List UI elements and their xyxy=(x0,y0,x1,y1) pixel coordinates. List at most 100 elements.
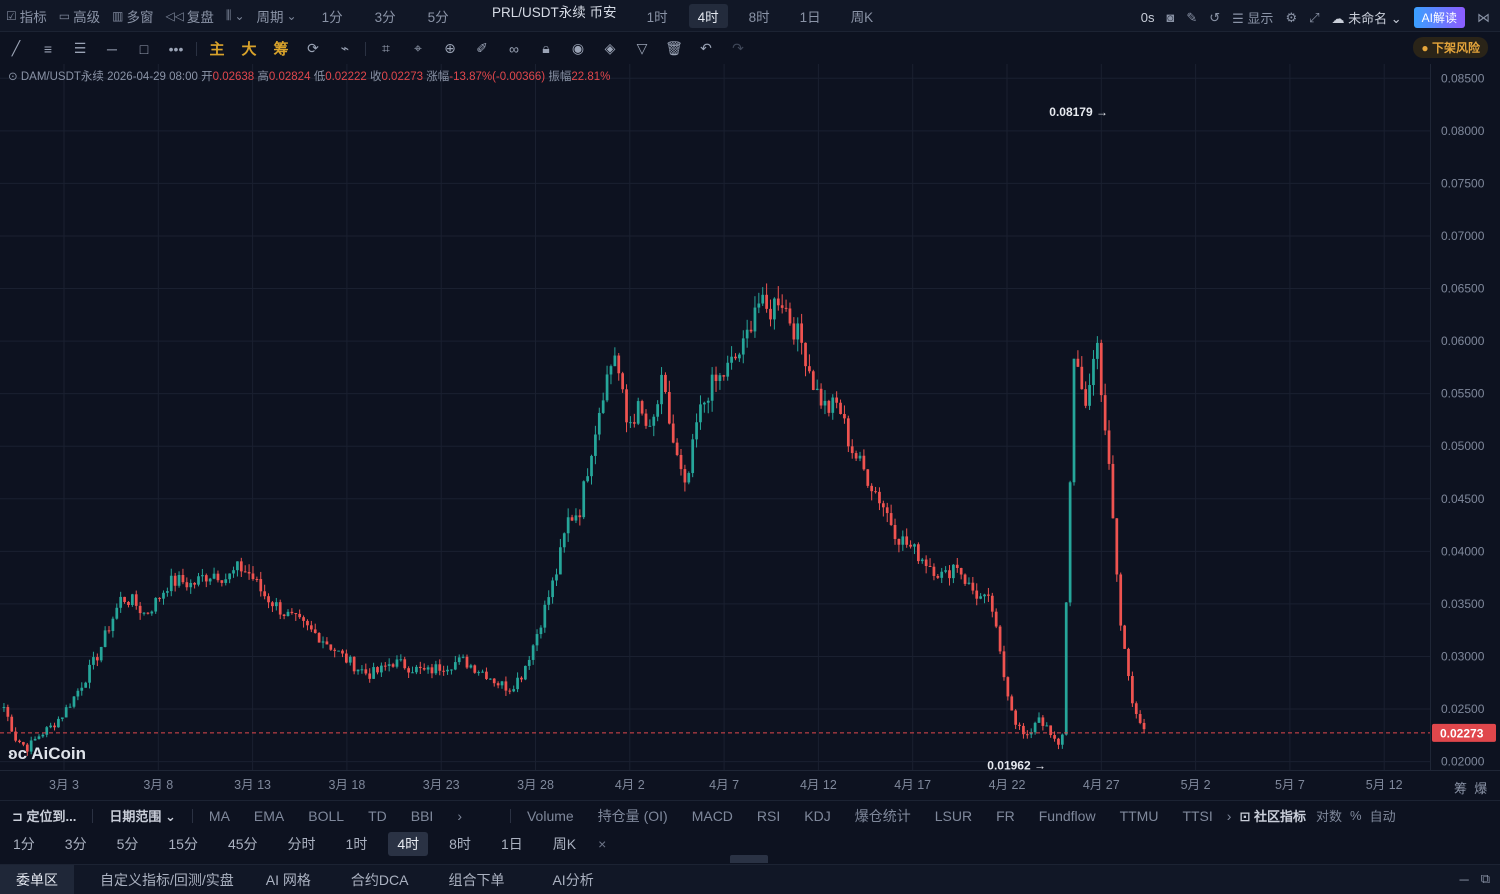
x-tick-label: 4月 7 xyxy=(709,778,739,792)
indicators-button[interactable]: ☑ 指标 xyxy=(6,8,47,25)
redo-icon[interactable]: ↷ xyxy=(732,40,744,56)
corner-liq-button[interactable]: 爆 xyxy=(1474,781,1488,796)
ind-rsi[interactable]: RSI xyxy=(756,807,781,824)
main-indicator-button[interactable]: 主 xyxy=(209,41,225,58)
tf-row-timeline[interactable]: 分时 xyxy=(287,836,316,852)
tf-1m[interactable]: 1分 xyxy=(321,9,343,25)
share-icon[interactable]: ⋈ xyxy=(1477,9,1490,25)
fib-tool-icon[interactable]: ☰ xyxy=(73,40,87,56)
locate-button[interactable]: ⊐ 定位到... xyxy=(12,809,77,824)
chevron-right-icon[interactable]: › xyxy=(1226,807,1232,824)
brush-icon[interactable]: ✐ xyxy=(476,40,488,56)
line-tool-icon[interactable]: ╱ xyxy=(11,40,21,56)
replay-button[interactable]: ◁◁ 复盘 xyxy=(165,8,214,25)
ind-bbi[interactable]: BBI xyxy=(410,807,434,824)
lock-icon[interactable]: 🔒︎ xyxy=(542,40,550,56)
delist-risk-badge[interactable]: ● 下架风险 xyxy=(1413,37,1488,58)
percent-scale-toggle[interactable]: % xyxy=(1350,808,1362,823)
parallel-tool-icon[interactable]: ≡ xyxy=(43,40,53,57)
display-button[interactable]: ☰ 显示 xyxy=(1232,11,1274,26)
camera-icon[interactable]: ◙ xyxy=(1166,10,1175,25)
chain-icon[interactable]: ∞ xyxy=(509,40,519,57)
tf-5m[interactable]: 5分 xyxy=(427,9,449,25)
community-indicators-button[interactable]: ⊡ 社区指标 xyxy=(1239,809,1307,824)
price-chart[interactable]: 0.08500 0.08000 0.07500 0.07000 0.06500 0.060… xyxy=(0,64,1500,800)
collapse-icon[interactable]: ⊙ xyxy=(8,71,18,83)
sync-icon[interactable]: ⟳ xyxy=(307,40,319,56)
tf-week[interactable]: 周K xyxy=(850,9,874,25)
ind-oi[interactable]: 持仓量 (OI) xyxy=(597,807,668,824)
tab-orders[interactable]: 委单区 xyxy=(0,864,74,894)
chevron-right-icon[interactable]: › xyxy=(457,807,462,824)
tab-ai-analysis[interactable]: AI分析 xyxy=(552,871,594,888)
pair-title[interactable]: PRL/USDT永续 币安 xyxy=(492,5,617,20)
more-tools-icon[interactable]: ••• xyxy=(168,40,184,57)
filter-icon[interactable]: ▽ xyxy=(636,40,648,56)
auto-scale-toggle[interactable]: 自动 xyxy=(1369,809,1396,824)
tf-row-5m[interactable]: 5分 xyxy=(116,836,139,852)
advanced-button[interactable]: ▭ 高级 xyxy=(58,8,101,25)
ind-kdj[interactable]: KDJ xyxy=(804,807,831,824)
pen-icon[interactable]: ✎ xyxy=(1186,9,1198,25)
tf-row-week[interactable]: 周K xyxy=(552,836,577,852)
chip-button[interactable]: 筹 xyxy=(273,41,289,58)
ind-ema[interactable]: EMA xyxy=(253,807,285,824)
tab-dca[interactable]: 合约DCA xyxy=(350,871,409,888)
layout-button[interactable]: ☁ 未命名 ⌄ xyxy=(1331,11,1402,26)
ind-fundflow[interactable]: Fundflow xyxy=(1038,807,1096,824)
multi-window-button[interactable]: ▥ 多窗 xyxy=(112,8,154,25)
date-range-dropdown[interactable]: 日期范围 ⌄ xyxy=(109,809,176,824)
undo-icon[interactable]: ↺ xyxy=(1209,9,1221,25)
ind-volume[interactable]: Volume xyxy=(526,807,574,824)
chart-type-button[interactable]: ⫼ ⌄ xyxy=(220,8,251,23)
ruler-icon[interactable]: ⌖ xyxy=(414,40,422,56)
tf-3m[interactable]: 3分 xyxy=(374,9,396,25)
tf-row-8h[interactable]: 8时 xyxy=(449,836,471,852)
tab-ai-grid[interactable]: AI 网格 xyxy=(265,871,311,888)
fullscreen-icon[interactable]: ⤢ xyxy=(1309,9,1320,25)
tf-row-4h[interactable]: 4时 xyxy=(388,832,429,856)
tf-row-3m[interactable]: 3分 xyxy=(64,836,87,852)
candle-body xyxy=(998,626,1002,652)
popout-icon[interactable]: ⧉ xyxy=(1480,871,1490,886)
candle-body xyxy=(702,402,706,405)
minimize-icon[interactable]: ─ xyxy=(1459,871,1469,887)
ind-ttsi[interactable]: TTSI xyxy=(1182,807,1213,824)
big-order-button[interactable]: 大 xyxy=(241,41,257,58)
tf-1d[interactable]: 1日 xyxy=(799,9,821,25)
ind-lsur[interactable]: LSUR xyxy=(934,807,973,824)
tf-4h[interactable]: 4时 xyxy=(688,3,728,28)
panel-handle[interactable] xyxy=(730,855,768,863)
tf-8h[interactable]: 8时 xyxy=(748,9,770,25)
tf-row-1h[interactable]: 1时 xyxy=(345,836,368,852)
settings-icon[interactable]: ⚙ xyxy=(1285,9,1298,25)
log-scale-toggle[interactable]: 对数 xyxy=(1316,809,1343,824)
zoom-icon[interactable]: ⊕ xyxy=(444,40,456,56)
hline-tool-icon[interactable]: ─ xyxy=(107,40,117,57)
close-icon[interactable]: × xyxy=(598,836,607,852)
tf-1h[interactable]: 1时 xyxy=(646,9,668,25)
tf-row-15m[interactable]: 15分 xyxy=(168,836,198,852)
ind-macd[interactable]: MACD xyxy=(691,807,733,824)
undo-icon[interactable]: ↶ xyxy=(700,40,712,56)
ind-td[interactable]: TD xyxy=(368,807,387,824)
ind-fr[interactable]: FR xyxy=(996,807,1015,824)
tab-combo-order[interactable]: 组合下单 xyxy=(448,871,505,888)
ind-liq[interactable]: 爆仓统计 xyxy=(854,807,911,824)
tf-row-1d[interactable]: 1日 xyxy=(500,836,523,852)
tf-row-1m[interactable]: 1分 xyxy=(13,836,35,852)
corner-chip-button[interactable]: 筹 xyxy=(1454,781,1468,796)
annotate-icon[interactable]: ⌗ xyxy=(382,40,390,56)
magnet-icon[interactable]: ⌁ xyxy=(340,40,350,56)
period-dropdown[interactable]: 周期 ⌄ xyxy=(256,8,297,25)
ai-read-button[interactable]: AI解读 xyxy=(1413,7,1465,28)
layers-icon[interactable]: ◈ xyxy=(604,40,616,56)
rect-tool-icon[interactable]: □ xyxy=(139,40,149,57)
eye-icon[interactable]: ◉ xyxy=(571,40,585,56)
trash-icon[interactable]: 🗑︎ xyxy=(665,40,683,56)
ind-boll[interactable]: BOLL xyxy=(308,807,345,824)
tab-custom-indicators[interactable]: 自定义指标/回测/实盘 xyxy=(100,871,234,888)
ind-ma[interactable]: MA xyxy=(208,807,230,824)
ind-ttmu[interactable]: TTMU xyxy=(1119,807,1159,824)
tf-row-45m[interactable]: 45分 xyxy=(227,836,258,852)
